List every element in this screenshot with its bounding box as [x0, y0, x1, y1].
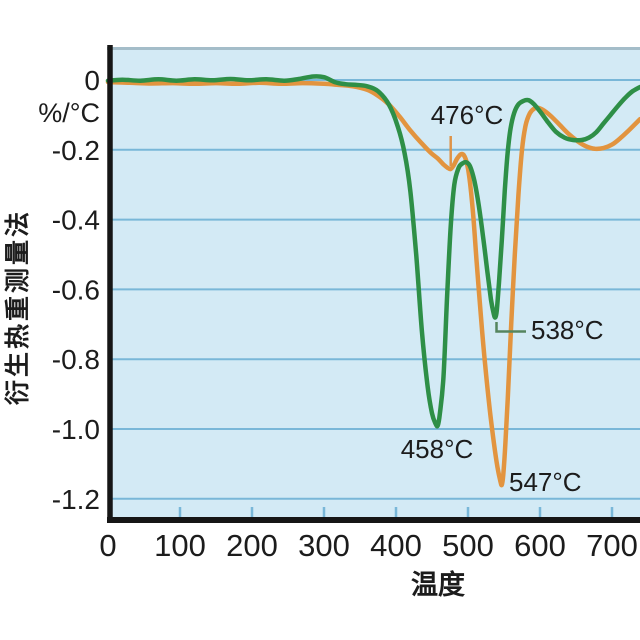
annotation-layer: 476°C 458°C 538°C 547°C: [401, 100, 604, 497]
x-tick-label: 0: [99, 528, 116, 563]
y-tick-label: -1.2: [52, 484, 100, 515]
y-tick-label: -1.0: [52, 414, 100, 445]
y-tick-label: -0.2: [52, 135, 100, 166]
gridline-layer: [107, 47, 640, 517]
axes-layer: [107, 45, 640, 523]
x-tick-label: 200: [226, 528, 278, 563]
x-tick-label: 100: [154, 528, 206, 563]
series-orange-curve: [105, 79, 640, 488]
y-tick-label: -0.6: [52, 274, 100, 305]
y-axis-title: 衍生热重测量法: [4, 209, 32, 405]
annotation-label: 476°C: [431, 100, 504, 130]
x-tick-label: 700: [586, 528, 638, 563]
tick-label-layer: 0 100 200 300 400 500 600 700 0 -0.2 -0.4 -0.6 -0.8 -…: [52, 65, 638, 563]
x-tick-label: 600: [514, 528, 566, 563]
x-axis-title: 温度: [411, 569, 465, 600]
annotation-label: 538°C: [531, 315, 604, 345]
annotation-label: 547°C: [509, 467, 582, 497]
plot-background: [110, 47, 640, 517]
y-tick-label: 0: [84, 65, 100, 96]
x-tick-label: 400: [370, 528, 422, 563]
y-tick-label: -0.8: [52, 344, 100, 375]
annotation-label: 458°C: [401, 434, 474, 464]
y-tick-label: -0.4: [52, 205, 100, 236]
y-axis-unit-label: %/°C: [38, 98, 100, 128]
x-tick-label: 500: [442, 528, 494, 563]
x-tick-label: 300: [298, 528, 350, 563]
annotation-leader: [495, 322, 526, 333]
plot-background-layer: [110, 47, 640, 517]
series-green-curve: [105, 74, 640, 429]
series-layer: [105, 74, 640, 488]
